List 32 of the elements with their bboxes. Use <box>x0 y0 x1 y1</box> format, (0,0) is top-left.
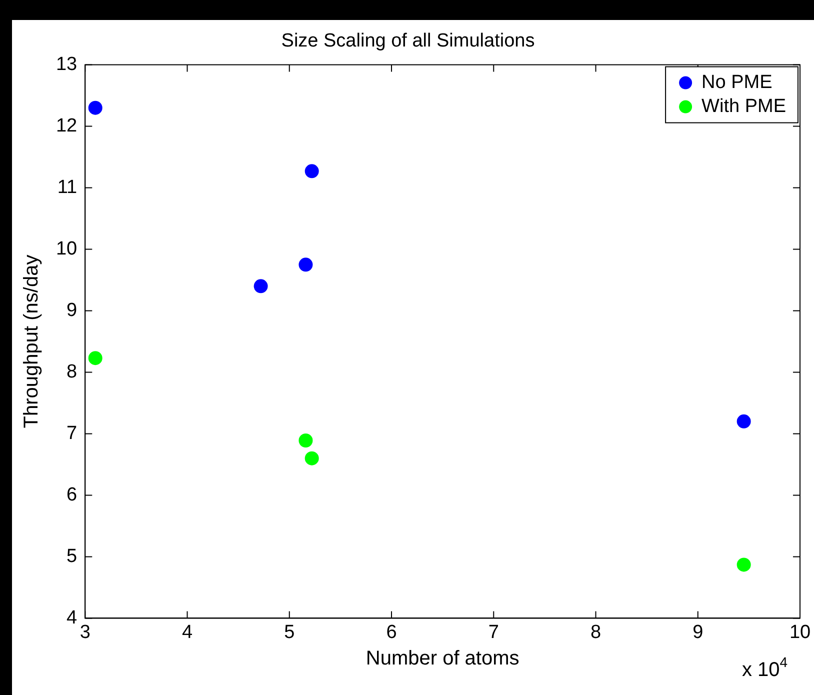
y-tick-label: 4 <box>66 607 78 628</box>
y-tick-label: 13 <box>56 54 78 76</box>
y-tick-label: 11 <box>57 177 78 198</box>
y-tick-label: 9 <box>66 300 78 321</box>
x-tick-label: 6 <box>386 622 397 643</box>
chart-title: Size Scaling of all Simulations <box>281 30 535 52</box>
y-tick-label: 5 <box>66 546 78 567</box>
point <box>254 279 268 294</box>
x-tick-label: 9 <box>692 622 704 643</box>
point <box>88 351 102 366</box>
y-tick-label: 6 <box>66 484 78 506</box>
y-tick-label: 7 <box>66 422 78 444</box>
point <box>736 558 751 572</box>
x-tick-label: 7 <box>488 622 499 643</box>
point <box>88 100 102 115</box>
x-tick-label: 5 <box>284 622 295 643</box>
y-tick-label: 10 <box>56 238 78 260</box>
x-tick-label: 3 <box>80 622 90 643</box>
legend-label: No PME <box>702 72 772 94</box>
y-tick-label: 12 <box>56 116 78 137</box>
point <box>298 258 313 272</box>
y-tick-label: 8 <box>66 361 78 382</box>
x-tick-label: 4 <box>182 622 193 643</box>
x-axis-title: Number of atoms <box>366 648 520 670</box>
point <box>736 414 751 428</box>
legend-label: With PME <box>702 96 786 118</box>
x-tick-label: 10 <box>789 622 811 643</box>
point <box>298 433 313 448</box>
x-tick-label: 8 <box>590 622 602 643</box>
y-axis-title: Throughput (ns/day <box>20 254 43 428</box>
point <box>304 164 319 178</box>
point <box>304 451 319 466</box>
